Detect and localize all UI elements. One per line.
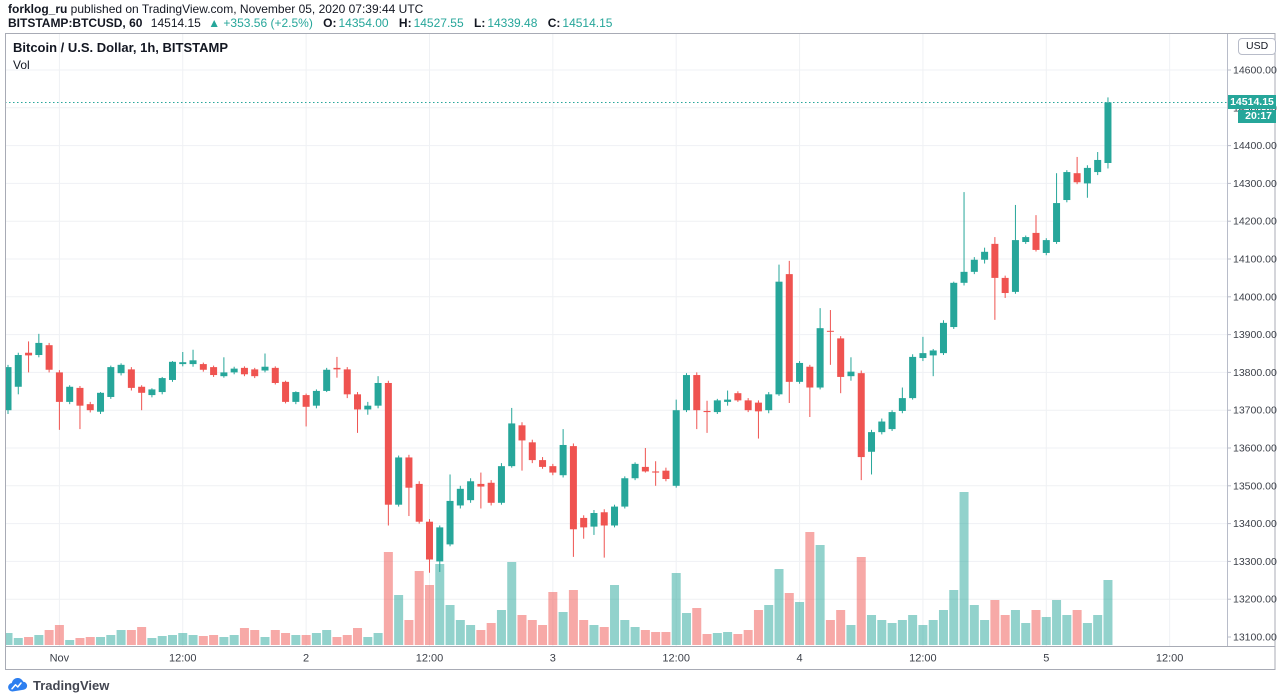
candlestick-series	[5, 97, 1112, 573]
svg-text:5: 5	[1043, 653, 1049, 665]
svg-text:13500.00: 13500.00	[1233, 480, 1277, 492]
low-label: L:	[473, 16, 486, 30]
svg-text:12:00: 12:00	[169, 653, 197, 665]
tradingview-cloud-icon	[8, 677, 28, 693]
symbol-name: BITSTAMP:BTCUSD, 60	[8, 16, 143, 30]
svg-text:2: 2	[303, 653, 309, 665]
open-label: O:	[323, 16, 337, 30]
svg-text:3: 3	[550, 653, 556, 665]
volume-series	[5, 492, 1113, 645]
svg-text:13200.00: 13200.00	[1233, 594, 1277, 606]
currency-usd-button[interactable]: USD	[1238, 38, 1277, 55]
svg-text:14000.00: 14000.00	[1233, 291, 1277, 303]
symbol-status-line: BITSTAMP:BTCUSD, 60 14514.15 ▲ +353.56 (…	[8, 16, 612, 30]
svg-text:14400.00: 14400.00	[1233, 140, 1277, 152]
svg-text:13800.00: 13800.00	[1233, 367, 1277, 379]
chart-frame	[5, 33, 1276, 670]
chart-canvas[interactable]: 13100.00 13200.00 13300.00 13400.00 13500.00…	[0, 33, 1280, 670]
tradingview-brand-text: TradingView	[33, 677, 110, 693]
last-price-label: 14514.15	[1228, 95, 1276, 110]
close-label: C:	[547, 16, 561, 30]
volume-indicator-label: Vol	[13, 58, 30, 72]
svg-text:13400.00: 13400.00	[1233, 518, 1277, 530]
publisher-name: forklog_ru	[8, 2, 68, 16]
open-value: 14354.00	[338, 16, 389, 30]
high-value: 14527.55	[413, 16, 464, 30]
high-label: H:	[398, 16, 412, 30]
publish-info-text: published on TradingView.com, November 0…	[67, 2, 424, 16]
svg-text:13100.00: 13100.00	[1233, 632, 1277, 644]
price-axis[interactable]: 13100.00 13200.00 13300.00 13400.00 13500.00…	[1227, 65, 1277, 644]
grid-lines	[5, 33, 1227, 646]
tradingview-attribution[interactable]: TradingView	[8, 673, 109, 697]
close-value: 14514.15	[562, 16, 613, 30]
svg-text:14200.00: 14200.00	[1233, 216, 1277, 228]
svg-text:13700.00: 13700.00	[1233, 405, 1277, 417]
symbol-change: ▲ +353.56 (+2.5%)	[208, 16, 313, 30]
svg-text:14100.00: 14100.00	[1233, 254, 1277, 266]
svg-text:12:00: 12:00	[416, 653, 444, 665]
svg-text:13600.00: 13600.00	[1233, 443, 1277, 455]
svg-text:12:00: 12:00	[909, 653, 937, 665]
svg-text:14600.00: 14600.00	[1233, 65, 1277, 77]
chart-title: Bitcoin / U.S. Dollar, 1h, BITSTAMP	[13, 40, 229, 55]
svg-text:12:00: 12:00	[1156, 653, 1184, 665]
svg-text:Nov: Nov	[50, 653, 70, 665]
svg-text:13900.00: 13900.00	[1233, 329, 1277, 341]
svg-text:13300.00: 13300.00	[1233, 556, 1277, 568]
chart-legend: Bitcoin / U.S. Dollar, 1h, BITSTAMP Vol	[13, 40, 228, 72]
time-axis[interactable]: Nov 12:00 2 12:00 3 12:00 4 12:00 5 12:00	[50, 653, 1184, 665]
publish-info-line: forklog_ru published on TradingView.com,…	[8, 2, 423, 16]
low-value: 14339.48	[487, 16, 538, 30]
svg-text:14300.00: 14300.00	[1233, 178, 1277, 190]
bar-countdown-label: 20:17	[1238, 109, 1276, 123]
symbol-last-price: 14514.15	[150, 16, 201, 30]
svg-text:12:00: 12:00	[662, 653, 690, 665]
candlestick-chart[interactable]: 13100.00 13200.00 13300.00 13400.00 13500.00…	[0, 33, 1280, 670]
svg-text:4: 4	[796, 653, 802, 665]
